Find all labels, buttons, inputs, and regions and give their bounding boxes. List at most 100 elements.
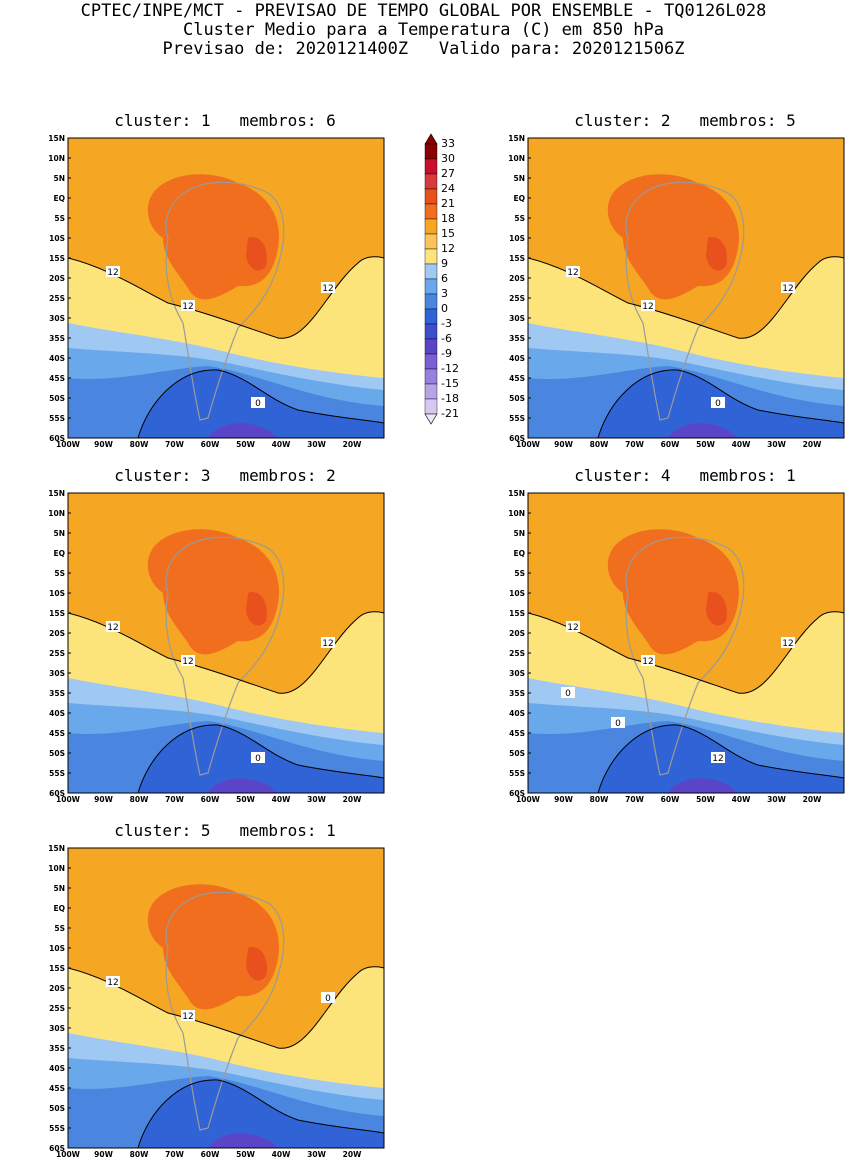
contour-label-bg: [566, 266, 580, 277]
lon-tick-label: 20W: [803, 440, 822, 449]
lat-tick-label: 55S: [49, 414, 65, 423]
lat-tick-label: EQ: [514, 549, 526, 558]
lon-tick-label: 90W: [94, 440, 113, 449]
lat-tick-label: 25S: [509, 649, 525, 658]
lon-tick-label: 50W: [236, 1150, 255, 1159]
contour-label: 12: [322, 284, 333, 294]
colorbar-level-label: 6: [441, 272, 448, 285]
lat-tick-label: 15S: [49, 254, 65, 263]
title-line-1: CPTEC/INPE/MCT - PREVISAO DE TEMPO GLOBA…: [80, 1, 767, 21]
contour-label-bg: [321, 992, 335, 1003]
lat-tick-label: 60S: [509, 789, 525, 798]
temperature-band: [208, 423, 278, 438]
lon-tick-label: 100W: [516, 795, 541, 804]
contour-label-bg: [561, 687, 575, 698]
contour-line: [137, 369, 384, 438]
colorbar-swatch: [424, 308, 438, 325]
lat-tick-label: 15S: [509, 254, 525, 263]
lat-tick-label: 45S: [509, 729, 525, 738]
lat-tick-label: 50S: [49, 1104, 65, 1113]
coastline: [165, 891, 285, 1131]
lon-tick-label: 40W: [732, 440, 751, 449]
lat-tick-label: 10N: [48, 864, 65, 873]
lat-tick-label: 15N: [48, 489, 65, 498]
map-panel-4: cluster: 4 membros: 1 12 12 12 12 0 0 15N 10N 5N E…: [500, 467, 845, 812]
temperature-band: [246, 592, 267, 626]
lat-tick-label: 10S: [49, 944, 65, 953]
lat-tick-label: 40S: [509, 709, 525, 718]
lat-tick-label: 40S: [49, 354, 65, 363]
colorbar-level-label: 3: [441, 287, 448, 300]
panel-title: cluster: 4 membros: 1: [574, 466, 796, 485]
lon-tick-label: 20W: [343, 440, 362, 449]
lat-tick-label: 15S: [509, 609, 525, 618]
colorbar-swatch: [424, 398, 438, 415]
lat-tick-label: 5S: [54, 569, 65, 578]
lon-tick-label: 100W: [516, 440, 541, 449]
lat-tick-label: EQ: [54, 194, 66, 203]
lat-tick-label: 5S: [514, 214, 525, 223]
lat-tick-label: 35S: [49, 1044, 65, 1053]
contour-label-bg: [566, 621, 580, 632]
lon-tick-label: 100W: [56, 1150, 81, 1159]
contour-label: 0: [255, 399, 261, 409]
lat-tick-label: 60S: [49, 1144, 65, 1153]
panel-title: cluster: 5 membros: 1: [114, 821, 336, 840]
temperature-map: 12 12 12 0 15N 10N 5N EQ 5S 10S 15S 20S 25S 30S 35S 40S…: [48, 489, 385, 804]
contour-line: [68, 256, 384, 339]
colorbar-swatch: [424, 353, 438, 370]
colorbar-swatch: [424, 368, 438, 385]
contour-line: [68, 611, 384, 694]
colorbar-level-label: 27: [441, 167, 455, 180]
lon-tick-label: 90W: [94, 795, 113, 804]
lat-tick-label: 30S: [49, 314, 65, 323]
temperature-band: [668, 778, 738, 793]
colorbar-swatch: [424, 263, 438, 280]
lat-tick-label: 20S: [49, 629, 65, 638]
title-line-3: Previsao de: 2020121400Z Valido para: 20…: [162, 39, 685, 59]
lon-tick-label: 80W: [590, 440, 609, 449]
lat-tick-label: 35S: [509, 334, 525, 343]
colorbar-level-label: -6: [441, 332, 452, 345]
colorbar-swatch: [424, 158, 438, 175]
contour-label: 12: [107, 623, 118, 633]
temperature-band: [706, 237, 727, 271]
contour-label-bg: [321, 637, 335, 648]
contour-label: 12: [712, 754, 723, 764]
lon-tick-label: 100W: [56, 440, 81, 449]
colorbar-swatch: [424, 278, 438, 295]
lat-tick-label: EQ: [514, 194, 526, 203]
temperature-band: [208, 778, 278, 793]
colorbar-level-label: 12: [441, 242, 455, 255]
lon-tick-label: 40W: [272, 440, 291, 449]
contour-line: [137, 1079, 384, 1148]
contour-label: 12: [322, 639, 333, 649]
map-panel-5: cluster: 5 membros: 1 12 12 0 15N 10N 5N EQ 5S 10…: [40, 822, 385, 1167]
contour-label-bg: [641, 655, 655, 666]
lat-tick-label: 25S: [49, 649, 65, 658]
colorbar-level-label: 9: [441, 257, 448, 270]
lon-tick-label: 50W: [696, 440, 715, 449]
contour-label: 0: [255, 754, 261, 764]
temperature-band: [138, 1079, 384, 1148]
lat-tick-label: 60S: [49, 789, 65, 798]
lon-tick-label: 30W: [307, 440, 326, 449]
lat-tick-label: 50S: [49, 749, 65, 758]
lat-tick-label: 45S: [49, 1084, 65, 1093]
colorbar-swatch: [424, 188, 438, 205]
lat-tick-label: 35S: [49, 689, 65, 698]
lat-tick-label: 60S: [49, 434, 65, 443]
temperature-map: 12 12 12 0 15N 10N 5N EQ 5S 10S 15S 20S 25S 30S 35S 40S…: [48, 134, 385, 449]
contour-label-bg: [611, 717, 625, 728]
lat-tick-label: EQ: [54, 549, 66, 558]
lon-tick-label: 30W: [307, 795, 326, 804]
lon-tick-label: 70W: [165, 1150, 184, 1159]
contour-line: [137, 724, 384, 793]
contour-label-bg: [106, 266, 120, 277]
lat-tick-label: 10N: [508, 509, 525, 518]
contour-line: [528, 611, 844, 694]
lat-tick-label: 10S: [49, 589, 65, 598]
contour-line: [528, 256, 844, 339]
contour-label-bg: [251, 752, 265, 763]
lat-tick-label: 20S: [49, 984, 65, 993]
